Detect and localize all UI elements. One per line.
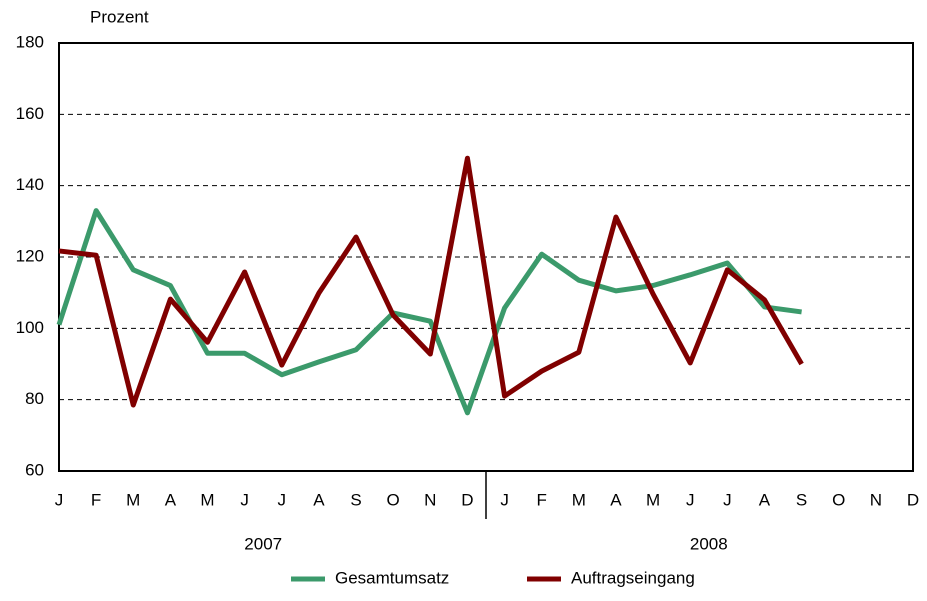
x-tick-label: J	[500, 490, 509, 509]
series-line	[56, 208, 802, 416]
y-tick-label: 140	[16, 175, 44, 194]
x-tick-label: N	[424, 490, 436, 509]
x-tick-label: A	[165, 490, 177, 509]
x-tick-label: M	[646, 490, 660, 509]
y-tick-label: 80	[25, 389, 44, 408]
group-label: 2008	[690, 534, 728, 553]
series-line	[58, 155, 804, 408]
x-tick-label: M	[126, 490, 140, 509]
legend-label: Auftragseingang	[571, 568, 695, 587]
y-tick-label: 100	[16, 318, 44, 337]
y-tick-label: 160	[16, 104, 44, 123]
x-tick-label: J	[55, 490, 64, 509]
x-tick-label: O	[832, 490, 845, 509]
x-tick-label: N	[870, 490, 882, 509]
x-tick-label: A	[610, 490, 622, 509]
group-label: 2007	[244, 534, 282, 553]
y-tick-label: 60	[25, 460, 44, 479]
x-tick-label: D	[461, 490, 473, 509]
x-tick-label: O	[387, 490, 400, 509]
x-tick-label: J	[686, 490, 695, 509]
x-tick-label: F	[91, 490, 101, 509]
x-tick-label: J	[240, 490, 249, 509]
y-tick-label: 120	[16, 246, 44, 265]
x-tick-label: M	[200, 490, 214, 509]
x-tick-label: S	[350, 490, 361, 509]
x-tick-label: J	[278, 490, 287, 509]
x-tick-label: M	[572, 490, 586, 509]
x-tick-label: A	[313, 490, 325, 509]
x-tick-label: J	[723, 490, 732, 509]
x-tick-label: D	[907, 490, 919, 509]
x-tick-label: F	[537, 490, 547, 509]
y-axis-title: Prozent	[90, 7, 149, 26]
legend-label: Gesamtumsatz	[335, 568, 449, 587]
y-tick-label: 180	[16, 32, 44, 51]
x-tick-label: A	[759, 490, 771, 509]
x-tick-label: S	[796, 490, 807, 509]
